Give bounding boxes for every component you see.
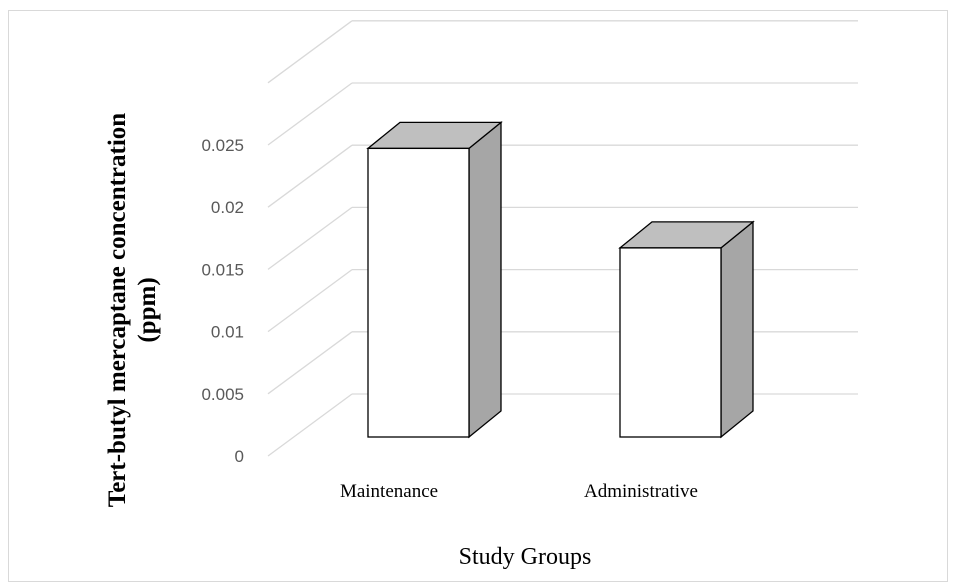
y-axis-ticks: 0 0.005 0.01 0.015 0.02 0.025: [201, 136, 244, 466]
y-axis-title: Tert-butyl mercaptane concentration (ppm…: [104, 113, 161, 507]
y-tick-label: 0.01: [211, 323, 244, 342]
y-tick-label: 0.025: [201, 136, 244, 155]
x-axis-categories: Maintenance Administrative: [340, 481, 698, 502]
y-axis-title-line-1: Tert-butyl mercaptane concentration: [104, 113, 131, 507]
y-tick-label: 0: [235, 447, 244, 466]
y-axis-title-line-2: (ppm): [134, 277, 161, 342]
x-axis-title: Study Groups: [459, 544, 592, 570]
bar-front-face: [619, 247, 722, 438]
gridline-side: [267, 206, 353, 270]
y-tick-label: 0.005: [201, 385, 244, 404]
gridline-side: [267, 331, 353, 395]
y-tick-label: 0.02: [211, 198, 244, 217]
bars: [366, 121, 755, 439]
bar-side-face: [720, 220, 754, 439]
y-tick-label: 0.015: [201, 260, 244, 279]
x-category-label: Administrative: [584, 481, 698, 502]
gridlines: [267, 20, 858, 457]
gridline-side: [267, 269, 353, 333]
bar-front-face: [367, 147, 470, 438]
bar-maintenance: [366, 121, 503, 439]
gridline-side: [267, 20, 353, 84]
bar-side-face: [468, 121, 502, 439]
x-category-label: Maintenance: [340, 481, 438, 502]
gridline-side: [267, 82, 353, 146]
gridline-side: [267, 144, 353, 208]
gridline-side: [267, 393, 353, 457]
bar-administrative: [618, 220, 755, 439]
